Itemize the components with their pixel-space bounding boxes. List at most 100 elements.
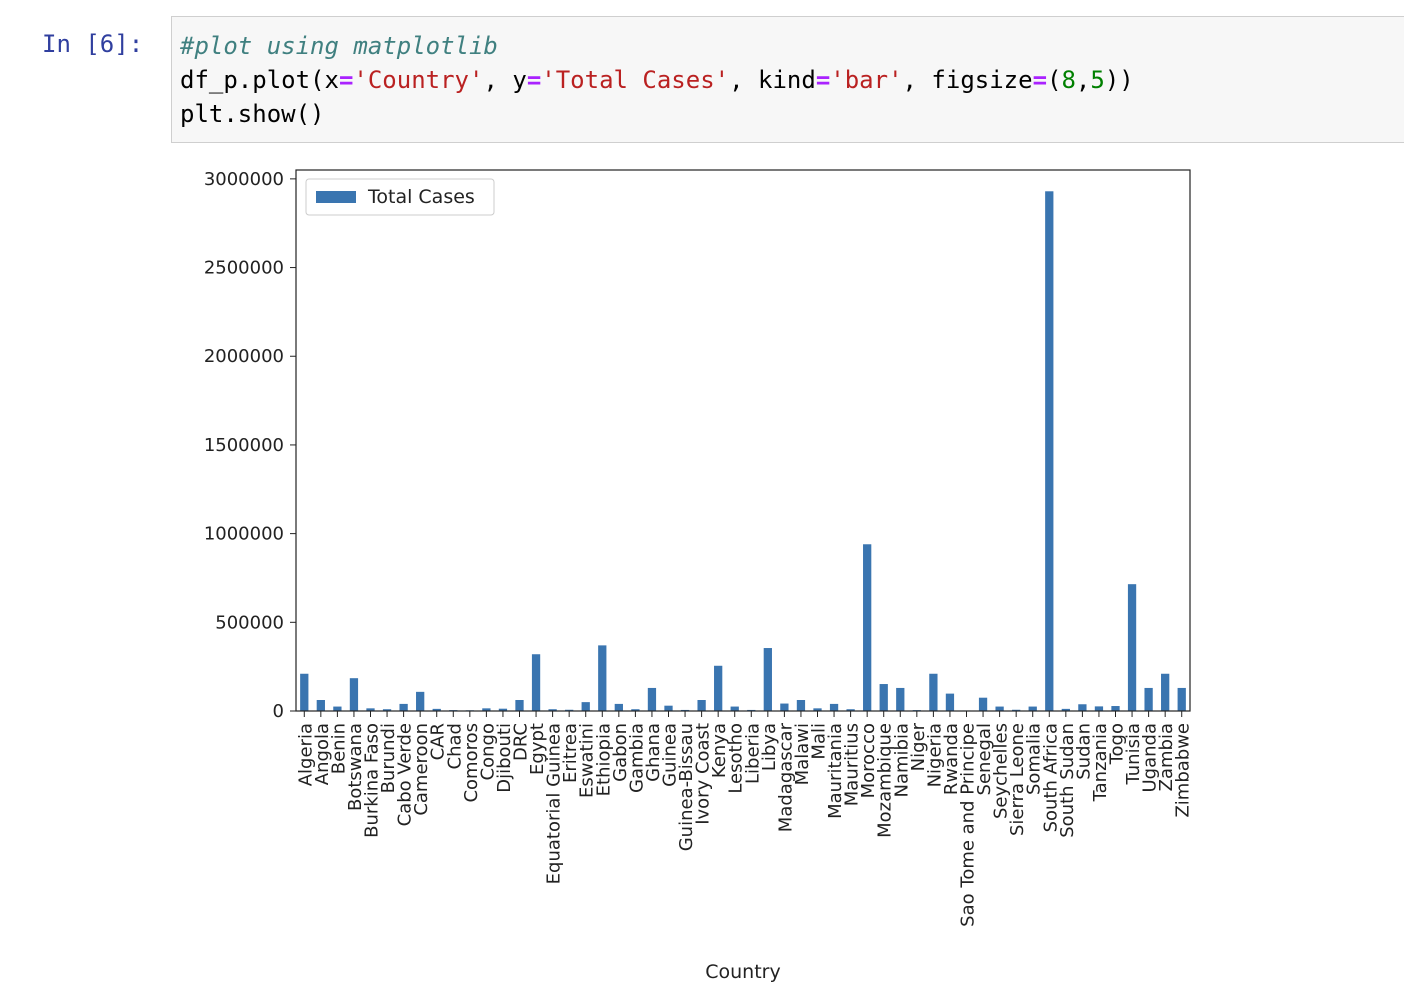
bar <box>1161 673 1170 711</box>
bar <box>399 703 408 711</box>
bar <box>548 709 557 711</box>
x-tick-label: Seychelles <box>991 723 1012 819</box>
x-tick-label: Ethiopia <box>593 723 614 796</box>
x-tick-label: Madagascar <box>775 722 796 832</box>
bar <box>333 706 342 711</box>
code-cell[interactable]: #plot using matplotlib df_p.plot(x='Coun… <box>171 16 1404 143</box>
legend-box <box>305 178 495 216</box>
x-tick-label: Ivory Coast <box>693 723 714 825</box>
x-tick-label: CAR <box>428 723 449 760</box>
x-tick-label: Eritrea <box>560 723 581 783</box>
bar <box>300 673 309 711</box>
bar <box>1177 687 1186 711</box>
x-tick-label: Equatorial Guinea <box>544 723 565 884</box>
x-tick-label: Zimbabwe <box>1173 723 1194 818</box>
x-tick-label: Somalia <box>1024 723 1045 795</box>
bar <box>482 708 491 711</box>
bar <box>382 709 392 711</box>
x-tick-label: Malawi <box>792 723 813 785</box>
x-tick-label: Sao Tome and Principe <box>958 723 979 927</box>
y-tick-label: 1500000 <box>204 435 284 456</box>
x-tick-label: Comoros <box>461 723 482 803</box>
bar <box>829 703 839 711</box>
x-tick-label: Tanzania <box>1090 723 1111 802</box>
bar <box>978 697 988 711</box>
bar <box>813 708 822 711</box>
bar <box>631 709 640 711</box>
x-tick-label: Egypt <box>527 723 548 775</box>
bar <box>714 665 723 711</box>
x-tick-label: Mauritius <box>842 723 863 806</box>
x-tick-label: South Sudan <box>1057 723 1078 838</box>
bar <box>929 673 938 711</box>
x-tick-label: Angola <box>312 723 333 785</box>
x-tick-label: Congo <box>477 723 498 780</box>
bar <box>730 706 739 711</box>
code-editor[interactable]: #plot using matplotlib df_p.plot(x='Coun… <box>180 29 1134 131</box>
bar <box>1144 687 1153 711</box>
y-tick-label: 0 <box>273 701 284 722</box>
bar <box>581 702 590 711</box>
bar <box>647 687 657 711</box>
bar <box>879 684 888 711</box>
bar <box>763 648 772 711</box>
x-tick-label: Uganda <box>1140 723 1161 793</box>
bar <box>515 700 524 711</box>
x-tick-label: Botswana <box>345 723 366 811</box>
legend-label: Total Cases <box>367 186 475 208</box>
y-tick-label: 2000000 <box>204 346 284 367</box>
bar <box>498 708 508 711</box>
y-tick-label: 2500000 <box>204 258 284 279</box>
x-tick-label: Ghana <box>643 723 664 782</box>
bar <box>846 709 855 711</box>
x-tick-label: Gambia <box>626 723 647 793</box>
x-tick-label: Niger <box>908 722 929 771</box>
bar <box>614 703 623 711</box>
legend-swatch <box>316 191 356 203</box>
x-tick-label: Gabon <box>610 723 631 782</box>
bar <box>1061 708 1070 711</box>
x-tick-label: Morocco <box>858 723 879 798</box>
bar <box>796 700 806 711</box>
x-tick-label: South Africa <box>1040 723 1061 832</box>
bar <box>896 687 905 711</box>
x-tick-label: Mali <box>809 723 830 760</box>
x-tick-label: Burkina Faso <box>362 723 383 838</box>
bar <box>945 693 955 711</box>
x-axis-label: Country <box>705 961 780 983</box>
x-tick-label: Nigeria <box>924 723 945 787</box>
bar <box>1094 706 1104 711</box>
bar <box>863 544 872 711</box>
x-tick-label: Guinea <box>660 723 681 787</box>
x-tick-label: Zambia <box>1156 723 1177 791</box>
x-tick-label: Kenya <box>709 723 730 778</box>
x-tick-label: Burundi <box>378 723 399 793</box>
bar-chart: 0 500000 1000000 1500000 2000000 2500000 30000… <box>204 169 1194 983</box>
bar <box>316 700 325 711</box>
bar <box>697 700 706 711</box>
x-tick-label: Sudan <box>1073 723 1094 780</box>
x-tick-label: Cameroon <box>411 723 432 816</box>
code-line-2: df_p.plot(x='Country', y='Total Cases', … <box>180 66 1134 94</box>
bar <box>995 706 1004 711</box>
bar <box>1078 704 1087 711</box>
bar <box>664 705 673 711</box>
x-tick-label: DRC <box>511 723 532 761</box>
x-tick-label: Chad <box>444 723 465 769</box>
bar <box>1111 706 1120 711</box>
code-comment: #plot using matplotlib <box>180 32 498 60</box>
bar <box>1028 706 1037 711</box>
x-tick-label: Senegal <box>974 723 995 795</box>
x-tick-label: Lesotho <box>726 723 747 794</box>
bar <box>598 645 607 711</box>
x-tick-label: Tunisia <box>1123 723 1144 786</box>
x-tick-label: Namibia <box>891 723 912 798</box>
x-tick-label: Togo <box>1107 723 1128 765</box>
x-tick-label: Libya <box>759 723 780 771</box>
y-tick-label: 3000000 <box>204 169 284 190</box>
bar <box>432 708 441 711</box>
x-tick-label: Rwanda <box>941 723 962 795</box>
x-tick-label: Sierra Leone <box>1007 723 1028 836</box>
y-tick-label: 500000 <box>215 612 284 633</box>
bar <box>366 708 375 711</box>
